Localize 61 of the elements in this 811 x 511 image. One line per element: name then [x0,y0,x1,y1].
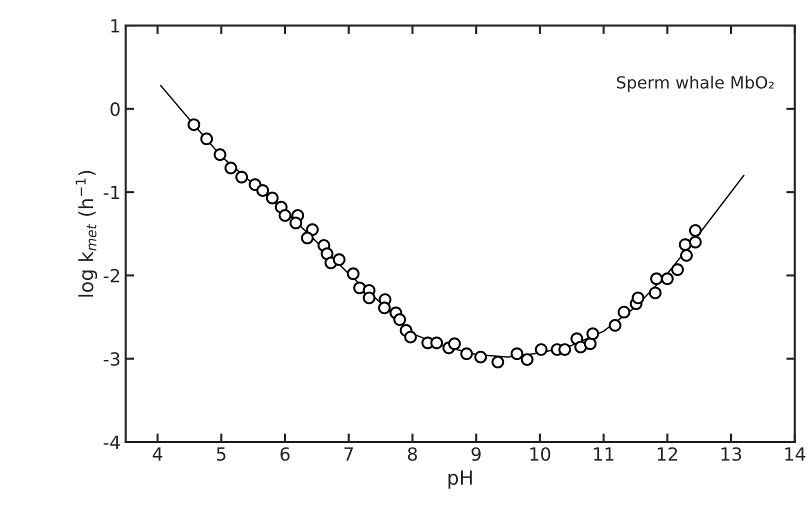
point [534,343,548,356]
point [689,224,702,237]
point [586,327,600,340]
x-tick-label: 11 [594,447,614,461]
x-tick-label: 13 [722,447,742,461]
point [353,282,366,294]
point [648,286,662,300]
point [491,356,504,368]
point [214,148,226,162]
point [584,337,597,350]
point [618,306,630,318]
point [510,347,524,360]
x-tick-label: 4 [152,447,162,461]
point [474,350,487,364]
x-tick-label: 10 [530,447,550,461]
point [650,272,663,286]
point [558,343,572,356]
point [188,118,200,132]
point [378,302,391,314]
point [448,337,461,350]
point [520,353,534,366]
point [393,313,406,326]
y-tick-label: 1 [111,19,120,32]
point [430,336,444,350]
x-tick-label: 5 [216,447,226,461]
point [404,330,417,344]
y-tick-label: -2 [104,268,120,282]
x-tick-label: 9 [472,447,481,461]
point [660,272,674,286]
point [332,253,346,266]
x-tick-label: 7 [344,447,353,461]
point [300,232,314,244]
x-axis-title: pH [448,470,472,489]
point [689,236,702,248]
point [224,162,238,174]
point [678,238,692,251]
y-tick-label: 0 [110,102,120,116]
y-axis-title: log k$_{met}$ (h$^{−1}$) [76,170,98,297]
point [235,170,248,184]
point [680,249,693,262]
point [632,292,644,304]
point [346,267,360,280]
point [671,263,684,276]
point [200,132,213,146]
point [320,247,334,260]
x-tick-label: 14 [785,447,806,461]
point [266,192,279,204]
point [608,319,622,332]
y-tick-label: -3 [104,352,120,366]
annotation: Sperm whale MbO₂ [616,76,774,92]
y-tick-label: -4 [104,436,120,449]
point [460,347,473,360]
point [362,292,376,304]
x-tick-label: 8 [408,447,417,461]
point [256,184,270,197]
point [289,216,302,230]
x-tick-label: 6 [280,447,290,461]
point [278,209,292,222]
x-tick-label: 12 [658,447,678,461]
point [574,340,588,354]
y-tick-label: -1 [104,186,120,199]
